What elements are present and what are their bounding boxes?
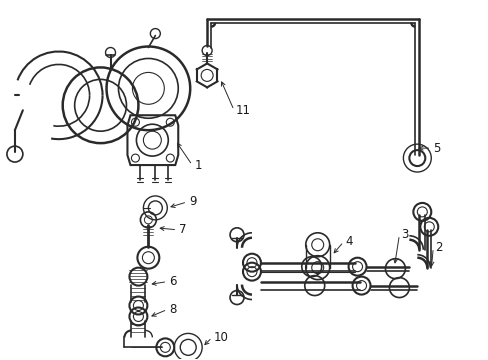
Text: 4: 4 bbox=[345, 235, 352, 248]
Text: 10: 10 bbox=[214, 331, 228, 344]
Text: 7: 7 bbox=[179, 223, 186, 236]
Text: 2: 2 bbox=[434, 241, 442, 254]
Text: 3: 3 bbox=[401, 228, 408, 241]
Text: 9: 9 bbox=[189, 195, 196, 208]
Text: 8: 8 bbox=[169, 303, 176, 316]
Text: 6: 6 bbox=[169, 275, 177, 288]
Text: 5: 5 bbox=[432, 141, 440, 155]
Text: 1: 1 bbox=[194, 158, 201, 172]
Text: 11: 11 bbox=[236, 104, 250, 117]
